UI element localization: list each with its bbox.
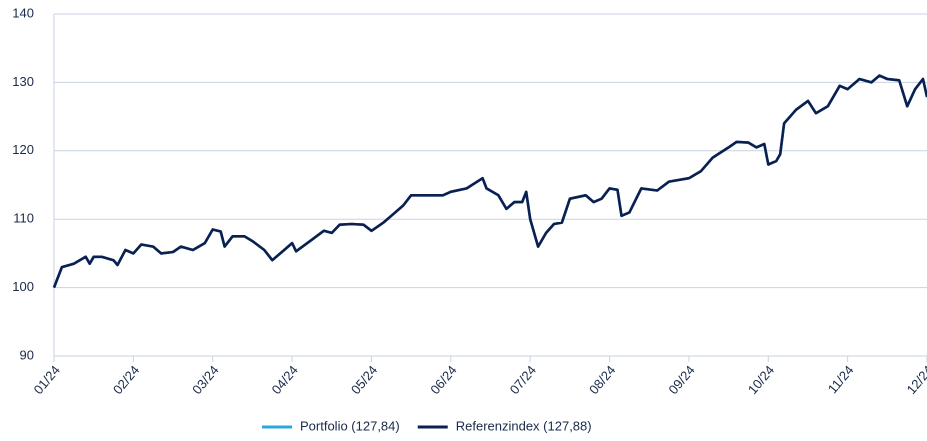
x-tick-label: 04/24 (269, 362, 301, 397)
y-tick-label: 100 (12, 279, 34, 294)
line-series (52, 74, 927, 289)
x-tick-label: 02/24 (110, 362, 142, 397)
y-tick-label: 110 (13, 211, 34, 226)
y-tick-label: 120 (12, 142, 34, 157)
x-tick-label: 10/24 (745, 362, 777, 397)
x-tick-label: 12/24 (904, 362, 927, 397)
y-tick-label: 140 (12, 5, 34, 20)
line-series (52, 74, 927, 289)
x-tick-label: 08/24 (586, 362, 618, 397)
x-tick-label: 05/24 (348, 362, 380, 397)
y-tick-label: 90 (20, 347, 34, 362)
x-tick-label: 06/24 (427, 362, 459, 397)
legend-label: Referenzindex (127,88) (456, 418, 592, 433)
x-tick-label: 07/24 (507, 362, 539, 397)
y-tick-label: 130 (12, 74, 34, 89)
x-tick-label: 01/24 (31, 362, 63, 397)
x-tick-label: 11/24 (825, 362, 857, 396)
x-tick-label: 09/24 (665, 362, 697, 397)
legend-label: Portfolio (127,84) (300, 418, 400, 433)
x-tick-label: 03/24 (189, 362, 221, 397)
